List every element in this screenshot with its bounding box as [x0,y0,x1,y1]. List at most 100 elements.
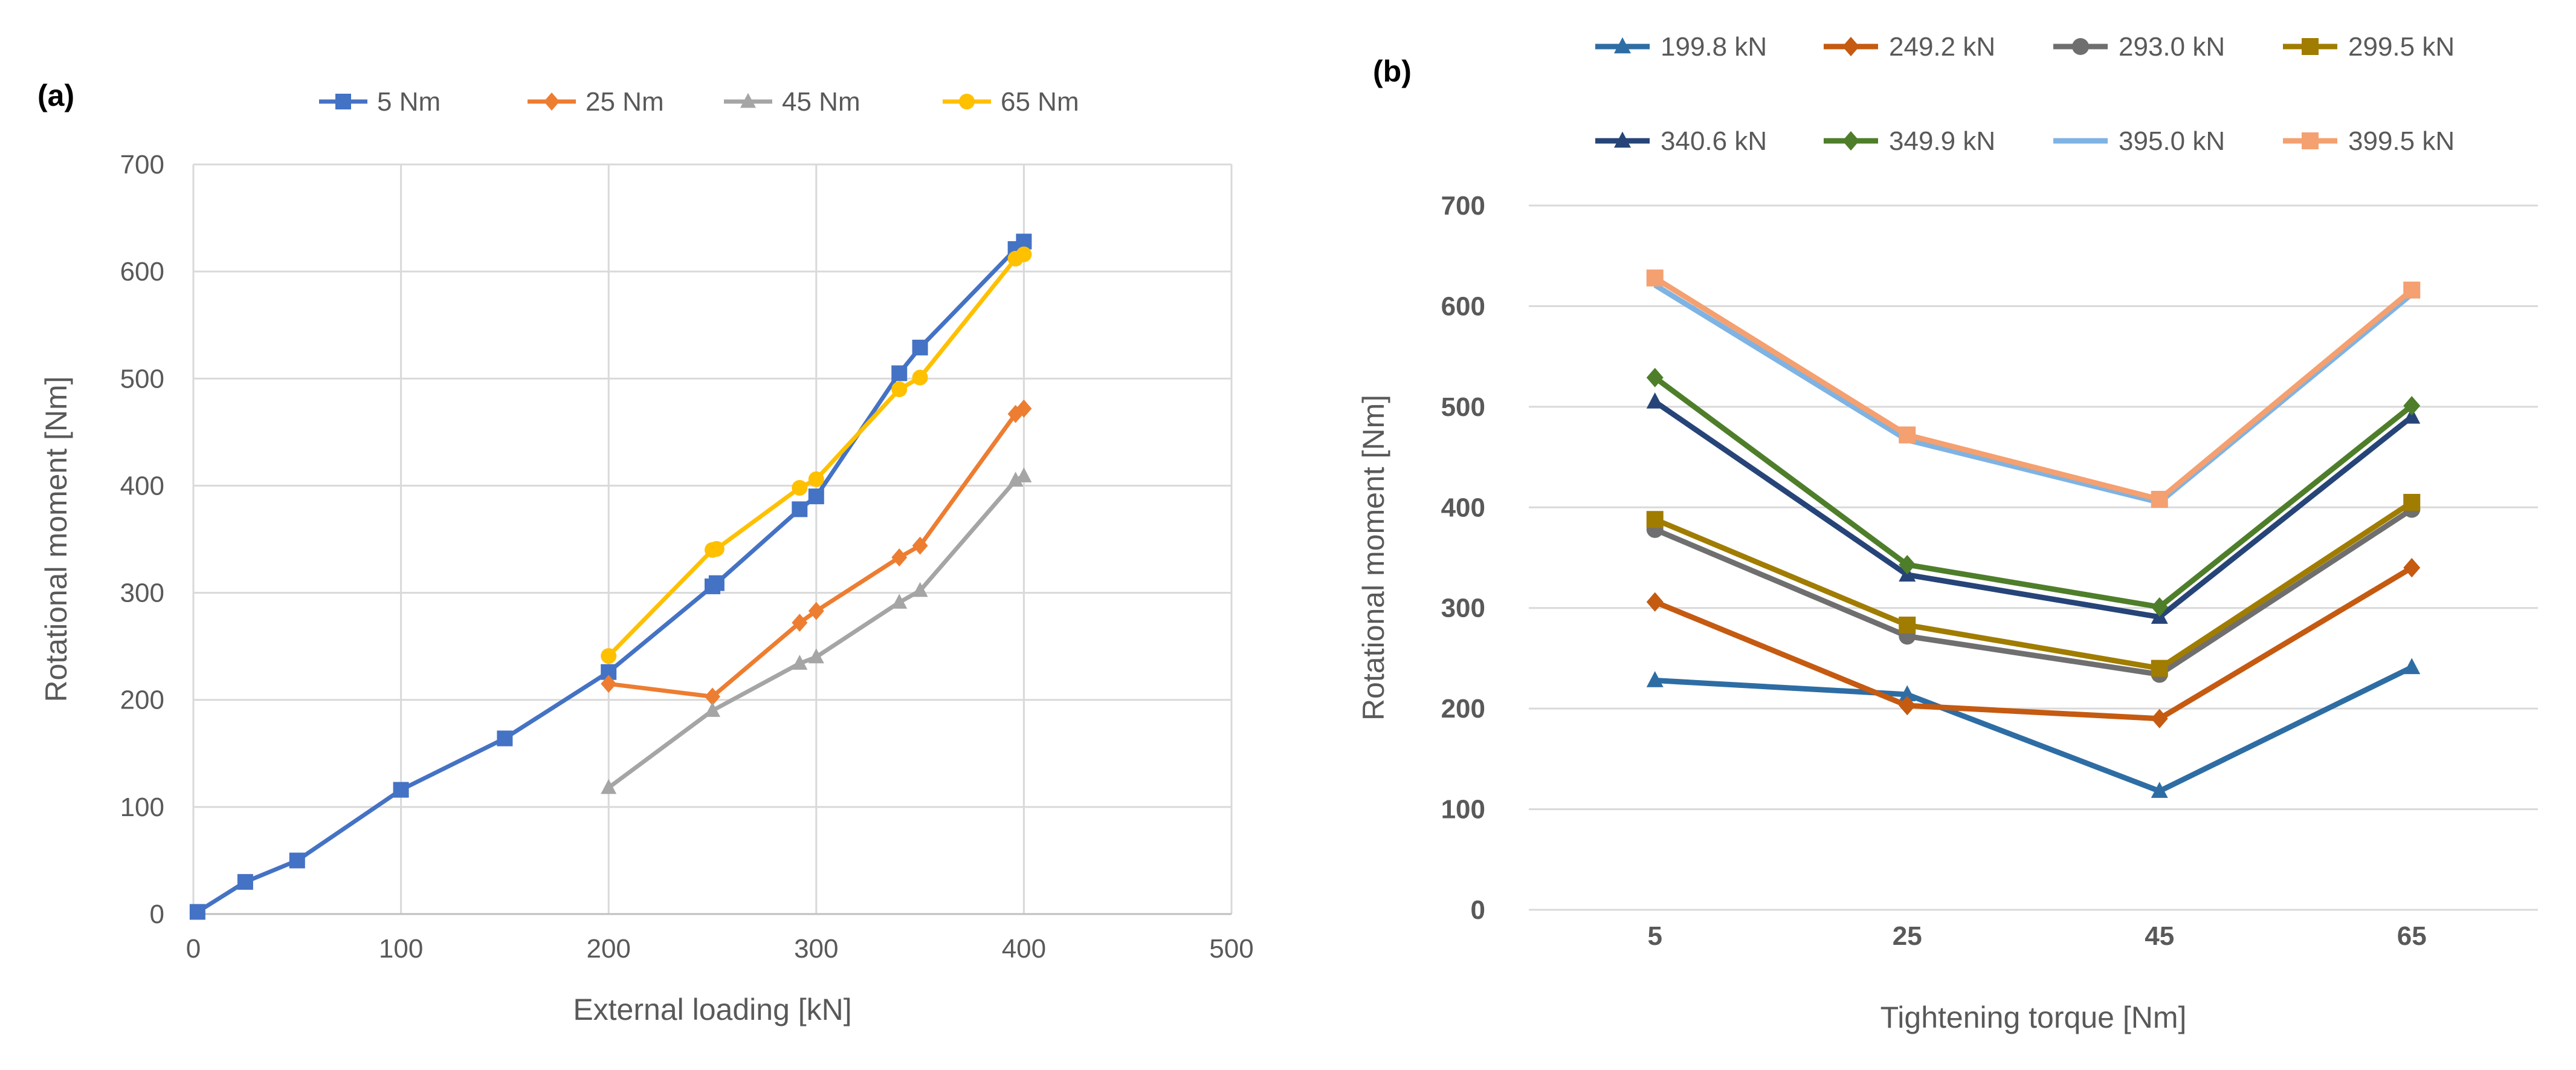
data-point [2151,597,2168,617]
data-point [393,782,409,798]
series-line [196,239,1025,914]
y-tick-label: 400 [120,471,164,501]
data-point [1016,467,1032,482]
data-point [708,575,725,591]
legend-item: 25 Nm [528,87,664,117]
chart-b: (b) 5 25 45 65 0 100 200 300 400 500 600 700 Tighteni… [1357,32,2538,1034]
data-point [289,852,305,869]
chart-a: (a) 0 100 200 300 400 500 0 100 200 300 400 500 600 70… [37,79,1254,1026]
data-point [1899,426,1916,444]
x-axis-title: Tightening torque [Nm] [1880,1000,2187,1034]
legend-item: 249.2 kN [1824,32,1995,62]
legend-label: 349.9 kN [1889,126,1995,156]
legend-marker [1842,36,1859,57]
y-axis-title: Rotational moment [Nm] [39,376,73,702]
x-tick-label: 45 [2145,921,2174,951]
data-point [601,675,617,693]
data-point [2151,708,2168,728]
data-point [792,479,808,496]
legend-marker [1614,131,1631,148]
data-point [705,702,720,717]
data-point [808,471,824,487]
panel-label-b: (b) [1373,54,1412,88]
legend-marker [2302,38,2319,55]
series-0 [189,233,1032,920]
series-1 [601,399,1032,706]
legend-item: 395.0 kN [2053,126,2225,156]
series-3 [601,246,1032,664]
data-point [912,582,928,597]
y-tick-label: 200 [120,686,164,715]
x-tick-label: 100 [379,934,423,964]
legend-item: 45 Nm [724,87,860,117]
series-line [1653,375,2414,610]
legend-label: 293.0 kN [2119,32,2225,62]
x-tick-label: 65 [2397,921,2427,951]
x-tick-label: 200 [586,934,630,964]
series-2 [601,467,1032,794]
legend-label: 249.2 kN [1889,32,1995,62]
series-7 [1646,269,2421,508]
data-point [808,601,824,620]
y-tick-label: 0 [150,900,164,929]
x-tick-label: 25 [1893,921,1922,951]
series-line [1653,276,2414,502]
y-tick-label: 600 [1441,291,1485,321]
data-point [2151,660,2168,677]
x-tick-label: 400 [1002,934,1046,964]
x-axis-title: External loading [kN] [573,993,851,1026]
data-point [1646,511,1664,528]
data-point [1646,368,1664,387]
y-tick-label: 100 [1441,795,1485,825]
legend-item: 65 Nm [943,87,1079,117]
y-tick-label: 500 [120,364,164,394]
series-3 [1646,493,2421,677]
x-tick-label: 5 [1648,921,1662,951]
data-point [601,648,617,664]
legend-label: 340.6 kN [1661,126,1767,156]
legend-label: 5 Nm [377,87,441,117]
legend-marker [2302,132,2319,149]
data-point [2403,396,2421,416]
data-point [1646,592,1664,612]
legend-item: 349.9 kN [1824,126,1995,156]
legend-marker [544,92,560,111]
data-point [601,779,617,794]
legend-label: 25 Nm [586,87,664,117]
series-line [1654,500,2413,672]
series-line [607,474,1025,790]
series-line [608,406,1025,699]
legend-label: 199.8 kN [1661,32,1767,62]
data-point [1007,404,1024,423]
data-point [2403,493,2421,511]
legend-marker [1614,37,1631,54]
legend-marker [740,92,756,108]
data-point [1646,269,1664,287]
data-point [1646,392,1664,409]
data-point [1646,671,1664,687]
data-point [1899,696,1916,716]
data-point [1007,472,1024,487]
x-tick-label: 500 [1209,934,1253,964]
data-point [912,536,928,555]
legend-item: 199.8 kN [1595,32,1767,62]
y-tick-label: 200 [1441,694,1485,724]
y-tick-label: 600 [120,257,164,287]
data-point [808,648,824,664]
y-tick-label: 500 [1441,392,1485,422]
data-point [912,369,928,386]
data-point [497,730,513,747]
data-point [1899,555,1916,575]
data-point [1899,685,1916,702]
data-point [2403,407,2421,424]
data-point [2403,558,2421,578]
x-tick-label: 300 [794,934,838,964]
y-axis-title: Rotational moment [Nm] [1357,395,1390,721]
data-point [891,594,908,609]
series-line [1653,507,2413,678]
legend-item: 340.6 kN [1595,126,1767,156]
series-line [1654,664,2413,794]
legend-marker [335,94,351,109]
data-point [2403,281,2421,299]
data-point [891,381,908,397]
